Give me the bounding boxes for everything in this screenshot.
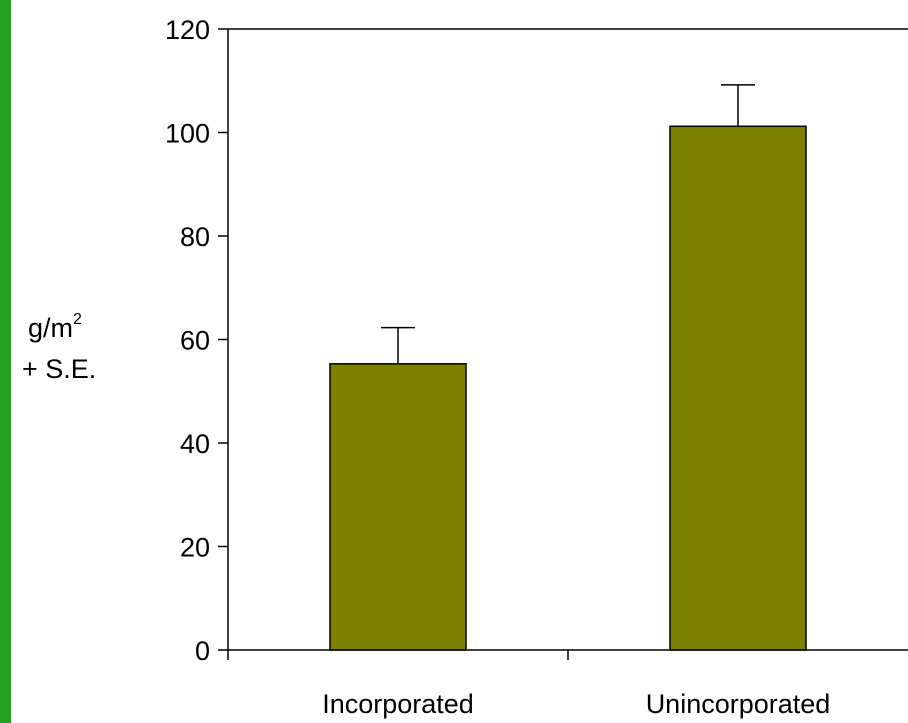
bars [329, 125, 807, 651]
y-tick-label: 100 [165, 119, 210, 149]
y-axis-label-base: g/m [28, 313, 73, 343]
y-tick-label: 120 [165, 15, 210, 45]
x-category-label: Incorporated [322, 689, 474, 719]
y-axis-label-line2: + S.E. [22, 354, 96, 384]
y-tick-label: 0 [195, 636, 210, 666]
bar-incorporated [329, 363, 467, 651]
y-tick-label: 80 [180, 222, 210, 252]
bar-unincorporated [669, 125, 807, 651]
y-axis-label-line1: g/m2 [28, 311, 82, 343]
x-category-label: Unincorporated [646, 689, 831, 719]
left-decorative-strip [0, 0, 11, 723]
y-tick-label: 60 [180, 326, 210, 356]
error-bars [381, 84, 755, 364]
x-category-labels: Incorporated Unincorporated [322, 689, 830, 719]
y-tick-label: 20 [180, 533, 210, 563]
y-axis-label-superscript: 2 [73, 311, 82, 328]
y-tick-labels: 0 20 40 60 80 100 120 [165, 15, 210, 666]
y-tick-label: 40 [180, 429, 210, 459]
